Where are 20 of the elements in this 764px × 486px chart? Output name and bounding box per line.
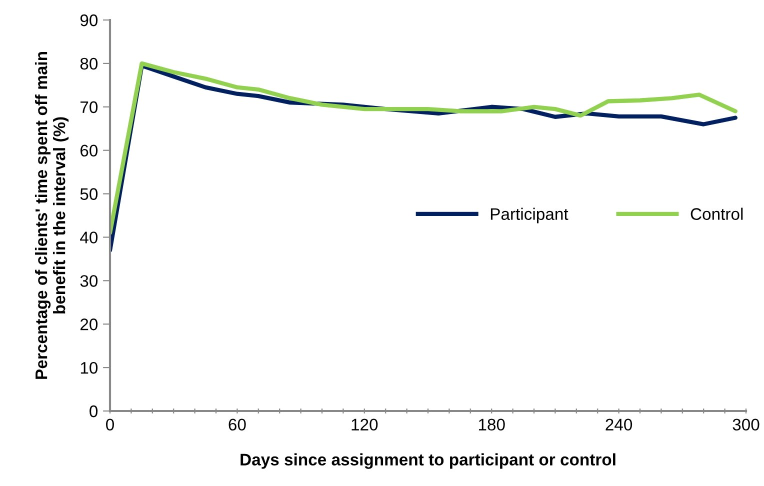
y-axis-title: Percentage of clients' time spent off main benefit in the interval (%) xyxy=(34,52,69,379)
y-tick-label: 70 xyxy=(80,101,98,114)
y-tick-label: 40 xyxy=(80,232,98,244)
y-tick-label: 50 xyxy=(80,188,98,200)
y-tick-label: 20 xyxy=(80,318,98,330)
y-tick-label: 80 xyxy=(80,58,98,70)
x-tick-label: 120 xyxy=(352,418,378,431)
x-tick-label: 240 xyxy=(606,418,632,431)
legend-label: Participant xyxy=(490,208,568,224)
x-tick-label: 0 xyxy=(106,418,114,431)
legend-label: Control xyxy=(690,208,743,220)
x-axis-title: Days since assignment to participant or control xyxy=(240,453,616,469)
x-tick-label: 180 xyxy=(478,418,505,431)
y-tick-label: 90 xyxy=(80,14,98,26)
y-tick-label: 10 xyxy=(80,362,98,374)
y-tick-label: 0 xyxy=(90,405,98,418)
y-tick-label: 60 xyxy=(80,144,98,157)
y-tick-label: 30 xyxy=(80,275,98,287)
x-tick-label: 300 xyxy=(732,418,760,431)
x-tick-label: 60 xyxy=(228,418,246,431)
